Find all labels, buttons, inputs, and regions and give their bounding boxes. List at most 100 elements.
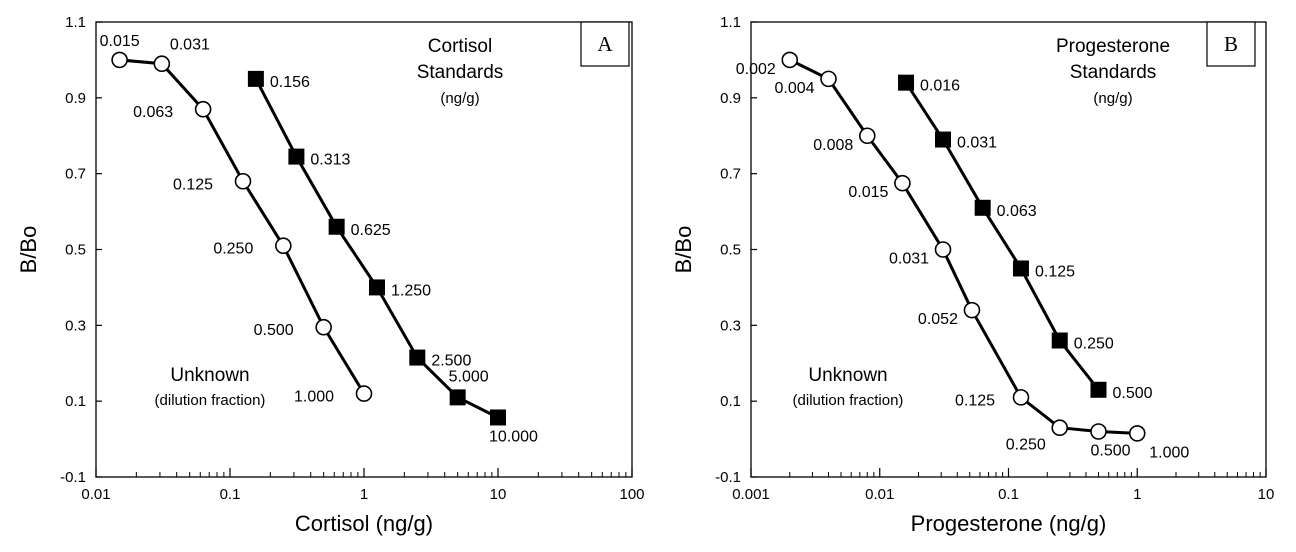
x-tick-label: 0.01 bbox=[865, 486, 894, 503]
data-point bbox=[409, 349, 426, 366]
data-point bbox=[1012, 260, 1029, 277]
data-label: 0.004 bbox=[775, 80, 815, 97]
data-label: 10.000 bbox=[489, 428, 538, 445]
standards-label: Progesterone bbox=[1056, 36, 1170, 57]
data-point bbox=[490, 409, 506, 426]
standards-label: Standards bbox=[1070, 62, 1157, 83]
data-label: 0.063 bbox=[133, 104, 173, 121]
data-label: 0.015 bbox=[848, 184, 888, 201]
panel-letter: B bbox=[1224, 32, 1238, 56]
unknown-subtitle: (dilution fraction) bbox=[155, 392, 266, 409]
data-label: 0.125 bbox=[955, 392, 995, 409]
y-tick-label: 0.1 bbox=[720, 393, 741, 410]
y-tick-label: -0.1 bbox=[60, 469, 86, 486]
data-point bbox=[1051, 419, 1069, 437]
standards-label: Cortisol bbox=[428, 36, 492, 57]
x-tick-label: 10 bbox=[490, 486, 507, 503]
standards-label: Standards bbox=[417, 62, 504, 83]
data-point bbox=[194, 100, 212, 118]
data-label: 0.002 bbox=[736, 61, 776, 78]
y-tick-label: 0.7 bbox=[720, 166, 741, 183]
x-tick-label: 0.01 bbox=[81, 486, 110, 503]
data-point bbox=[288, 148, 305, 165]
y-tick-label: 0.1 bbox=[65, 393, 86, 410]
panel-b: -0.1 0.1 0.3 0.5 0.7 0.9 1.1 0.001 0.01 0.1 1 10 Pro… bbox=[671, 14, 1274, 536]
y-tick-label: 1.1 bbox=[65, 14, 86, 31]
y-tick-label: 0.7 bbox=[65, 166, 86, 183]
data-label: 0.052 bbox=[918, 311, 958, 328]
x-tick-label: 1 bbox=[360, 486, 368, 503]
unknown-subtitle: (dilution fraction) bbox=[793, 392, 904, 409]
data-point bbox=[1090, 381, 1107, 398]
data-point bbox=[894, 174, 911, 192]
data-point bbox=[449, 389, 466, 406]
series-line bbox=[904, 81, 1100, 391]
data-label: 0.625 bbox=[351, 222, 391, 239]
data-point bbox=[1090, 423, 1107, 440]
y-tick-label: 1.1 bbox=[720, 14, 741, 31]
data-label: 0.313 bbox=[310, 152, 350, 169]
data-point bbox=[974, 199, 991, 216]
data-label: 0.500 bbox=[1112, 385, 1152, 402]
data-point bbox=[275, 237, 292, 255]
data-label: 0.031 bbox=[889, 251, 929, 268]
y-tick-label: 0.5 bbox=[720, 242, 741, 259]
panel-letter-box bbox=[1206, 21, 1256, 67]
data-label: 0.250 bbox=[1074, 336, 1114, 353]
data-label: 0.156 bbox=[270, 74, 310, 91]
unknown-label: Unknown bbox=[808, 365, 887, 386]
y-axis-title: B/Bo bbox=[16, 226, 41, 274]
data-point bbox=[153, 55, 171, 73]
series-line bbox=[789, 58, 1138, 435]
data-label: 0.500 bbox=[1090, 443, 1130, 460]
data-point bbox=[247, 70, 264, 87]
data-label: 1.000 bbox=[294, 389, 334, 406]
data-label: 0.031 bbox=[170, 37, 210, 54]
y-tick-label: 0.9 bbox=[65, 90, 86, 107]
data-label: 0.008 bbox=[813, 137, 853, 154]
data-point bbox=[820, 70, 837, 88]
x-tick-label: 1 bbox=[1133, 486, 1141, 503]
data-point bbox=[328, 218, 345, 235]
data-point bbox=[111, 51, 128, 69]
data-point bbox=[898, 74, 915, 91]
x-tick-label: 0.001 bbox=[732, 486, 770, 503]
y-axis-title: B/Bo bbox=[671, 226, 696, 274]
data-label: 0.016 bbox=[920, 78, 960, 95]
x-axis-title: Progesterone (ng/g) bbox=[911, 511, 1107, 536]
data-point bbox=[858, 127, 876, 145]
data-point bbox=[934, 241, 952, 258]
data-label: 1.250 bbox=[391, 282, 431, 299]
data-label: 0.015 bbox=[100, 33, 140, 50]
data-label: 1.000 bbox=[1149, 444, 1189, 461]
y-tick-label: -0.1 bbox=[715, 469, 741, 486]
panel-letter-box bbox=[580, 21, 630, 67]
data-label: 0.125 bbox=[173, 176, 213, 193]
data-point bbox=[234, 172, 252, 190]
data-label: 0.063 bbox=[997, 203, 1037, 220]
panel-letter: A bbox=[597, 32, 613, 56]
panel-a: -0.1 0.1 0.3 0.5 0.7 0.9 1.1 0.01 0.1 1 10 100 Corti… bbox=[16, 14, 645, 536]
data-point bbox=[1012, 389, 1030, 406]
data-label: 0.031 bbox=[957, 135, 997, 152]
data-point bbox=[315, 318, 332, 336]
data-label: 0.250 bbox=[1006, 437, 1046, 454]
data-point bbox=[963, 301, 981, 319]
x-tick-label: 0.1 bbox=[998, 486, 1019, 503]
y-tick-label: 0.3 bbox=[65, 317, 86, 334]
data-point bbox=[1128, 425, 1146, 442]
data-point bbox=[355, 385, 373, 402]
data-point bbox=[1051, 332, 1068, 349]
data-label: 0.500 bbox=[254, 322, 294, 339]
data-point bbox=[368, 279, 385, 296]
data-label: 2.500 bbox=[431, 353, 471, 370]
standards-units: (ng/g) bbox=[1093, 90, 1132, 107]
y-tick-label: 0.5 bbox=[65, 242, 86, 259]
x-tick-label: 10 bbox=[1258, 486, 1275, 503]
y-tick-label: 0.3 bbox=[720, 317, 741, 334]
x-tick-label: 100 bbox=[619, 486, 644, 503]
data-label: 0.250 bbox=[213, 241, 253, 258]
data-label: 5.000 bbox=[449, 368, 489, 385]
data-point bbox=[781, 51, 799, 69]
